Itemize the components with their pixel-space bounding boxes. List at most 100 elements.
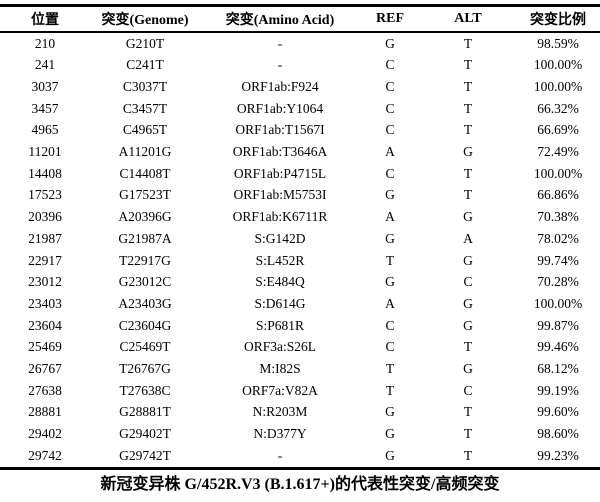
cell-amino: ORF1ab:T1567I bbox=[235, 122, 325, 138]
cell-ratio: 100.00% bbox=[533, 57, 583, 73]
table-row: 26767 T26767G M:I82S T G 68.12% bbox=[0, 358, 600, 380]
table-row: 28881 G28881T N:R203M G T 99.60% bbox=[0, 401, 600, 423]
cell-position: 26767 bbox=[28, 361, 62, 377]
cell-genome: A23403G bbox=[118, 295, 172, 311]
table-head: 位置 突变(Genome) 突变(Amino Acid) REF ALT 突变比… bbox=[0, 6, 600, 32]
cell-position: 28881 bbox=[28, 404, 62, 420]
table-row: 29742 G29742T - G T 99.23% bbox=[0, 445, 600, 468]
table-row: 21987 G21987A S:G142D G A 78.02% bbox=[0, 228, 600, 250]
cell-genome: G28881T bbox=[119, 404, 171, 420]
column-header-position: 位置 bbox=[31, 12, 59, 28]
table-row: 11201 A11201G ORF1ab:T3646A A G 72.49% bbox=[0, 141, 600, 163]
cell-amino: S:E484Q bbox=[255, 274, 305, 290]
table-row: 17523 G17523T ORF1ab:M5753I G T 66.86% bbox=[0, 184, 600, 206]
cell-alt: G bbox=[463, 252, 473, 268]
cell-alt: T bbox=[463, 447, 473, 463]
cell-alt: T bbox=[463, 187, 473, 203]
cell-genome: G21987A bbox=[118, 230, 172, 246]
cell-ratio: 70.38% bbox=[537, 209, 579, 225]
cell-ratio: 99.19% bbox=[537, 382, 579, 398]
cell-position: 23012 bbox=[28, 274, 62, 290]
cell-alt: T bbox=[463, 404, 473, 420]
table-row: 22917 T22917G S:L452R T G 99.74% bbox=[0, 250, 600, 272]
cell-ratio: 68.12% bbox=[537, 361, 579, 377]
cell-position: 22917 bbox=[28, 252, 62, 268]
cell-genome: A20396G bbox=[118, 209, 172, 225]
cell-ref: C bbox=[385, 165, 395, 181]
column-header-genome: 突变(Genome) bbox=[101, 12, 189, 28]
cell-ref: A bbox=[385, 295, 395, 311]
cell-genome: A11201G bbox=[118, 144, 172, 160]
cell-amino: ORF1ab:P4715L bbox=[233, 165, 327, 181]
cell-genome: C14408T bbox=[119, 165, 171, 181]
cell-genome: G29742T bbox=[119, 447, 171, 463]
cell-amino: ORF1ab:Y1064 bbox=[236, 100, 324, 116]
cell-alt: G bbox=[463, 144, 473, 160]
cell-position: 20396 bbox=[28, 209, 62, 225]
cell-genome: T27638C bbox=[119, 382, 171, 398]
table-body: 210 G210T - G T 98.59% 241 C241T - C T 100.00% 3037 C… bbox=[0, 32, 600, 469]
cell-ratio: 70.28% bbox=[537, 274, 579, 290]
cell-alt: G bbox=[463, 295, 473, 311]
cell-amino: - bbox=[277, 35, 283, 51]
cell-genome: G23012C bbox=[118, 274, 172, 290]
cell-ref: G bbox=[385, 404, 395, 420]
cell-amino: - bbox=[277, 57, 283, 73]
cell-genome: C23604G bbox=[118, 317, 172, 333]
table-row: 3037 C3037T ORF1ab:F924 C T 100.00% bbox=[0, 76, 600, 98]
cell-position: 29742 bbox=[28, 447, 62, 463]
cell-amino: S:P681R bbox=[255, 317, 305, 333]
cell-amino: ORF1ab:K6711R bbox=[232, 209, 328, 225]
cell-ref: A bbox=[385, 209, 395, 225]
table-row: 23403 A23403G S:D614G A G 100.00% bbox=[0, 293, 600, 315]
cell-amino: M:I82S bbox=[259, 361, 301, 377]
cell-ref: A bbox=[385, 144, 395, 160]
table-row: 29402 G29402T N:D377Y G T 98.60% bbox=[0, 423, 600, 445]
cell-position: 210 bbox=[34, 35, 56, 51]
cell-ref: C bbox=[385, 317, 395, 333]
cell-position: 17523 bbox=[28, 187, 62, 203]
cell-amino: ORF1ab:T3646A bbox=[232, 144, 328, 160]
cell-genome: T22917G bbox=[119, 252, 171, 268]
cell-position: 23403 bbox=[28, 295, 62, 311]
cell-alt: T bbox=[463, 339, 473, 355]
table-row: 20396 A20396G ORF1ab:K6711R A G 70.38% bbox=[0, 206, 600, 228]
cell-ratio: 100.00% bbox=[533, 295, 583, 311]
cell-genome: T26767G bbox=[119, 361, 171, 377]
cell-ref: T bbox=[385, 361, 395, 377]
table-row: 27638 T27638C ORF7a:V82A T C 99.19% bbox=[0, 380, 600, 402]
cell-ratio: 98.60% bbox=[537, 426, 579, 442]
cell-ref: T bbox=[385, 382, 395, 398]
cell-position: 29402 bbox=[28, 426, 62, 442]
cell-alt: C bbox=[463, 382, 473, 398]
cell-position: 4965 bbox=[31, 122, 59, 138]
cell-alt: G bbox=[463, 361, 473, 377]
table-row: 4965 C4965T ORF1ab:T1567I C T 66.69% bbox=[0, 119, 600, 141]
cell-amino: - bbox=[277, 447, 283, 463]
cell-amino: S:D614G bbox=[254, 295, 306, 311]
cell-ref: C bbox=[385, 100, 395, 116]
cell-ref: G bbox=[385, 230, 395, 246]
cell-amino: S:L452R bbox=[255, 252, 305, 268]
table-row: 23604 C23604G S:P681R C G 99.87% bbox=[0, 315, 600, 337]
table-caption: 新冠变异株 G/452R.V3 (B.1.617+)的代表性突变/高频突变 bbox=[100, 475, 500, 493]
cell-alt: T bbox=[463, 78, 473, 94]
cell-ratio: 72.49% bbox=[537, 144, 579, 160]
cell-position: 23604 bbox=[28, 317, 62, 333]
cell-alt: C bbox=[463, 274, 473, 290]
cell-amino: ORF1ab:M5753I bbox=[233, 187, 327, 203]
cell-ratio: 99.74% bbox=[537, 252, 579, 268]
table-row: 23012 G23012C S:E484Q G C 70.28% bbox=[0, 271, 600, 293]
table-row: 210 G210T - G T 98.59% bbox=[0, 32, 600, 55]
cell-amino: ORF3a:S26L bbox=[243, 339, 316, 355]
table-row: 14408 C14408T ORF1ab:P4715L C T 100.00% bbox=[0, 163, 600, 185]
cell-genome: C3457T bbox=[122, 100, 168, 116]
cell-ref: T bbox=[385, 252, 395, 268]
cell-amino: ORF7a:V82A bbox=[242, 382, 318, 398]
cell-genome: G29402T bbox=[119, 426, 171, 442]
cell-ratio: 78.02% bbox=[537, 230, 579, 246]
cell-genome: C3037T bbox=[122, 78, 168, 94]
cell-amino: S:G142D bbox=[254, 230, 306, 246]
cell-genome: C4965T bbox=[122, 122, 168, 138]
cell-alt: T bbox=[463, 35, 473, 51]
